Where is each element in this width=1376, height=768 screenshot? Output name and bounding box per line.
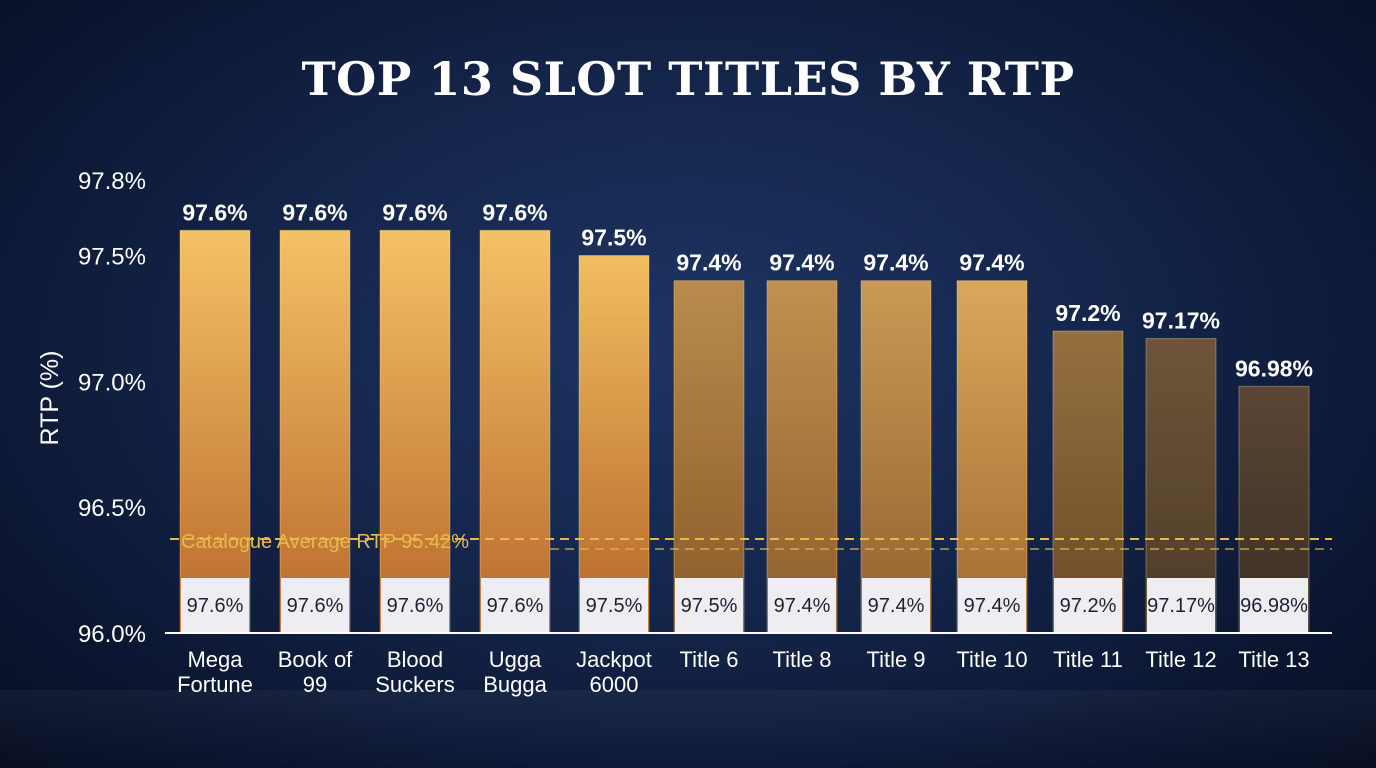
bar — [860, 280, 932, 634]
bar — [956, 280, 1028, 634]
x-category-label: Title 8 — [772, 647, 831, 672]
bar-base-label-box — [862, 578, 930, 632]
y-tick-label: 97.0% — [78, 369, 146, 396]
bar — [578, 255, 650, 634]
bar-base-label: 97.2% — [1060, 595, 1117, 617]
x-category-label: Title 12 — [1145, 647, 1216, 672]
bar — [379, 229, 451, 634]
y-tick-label: 97.8% — [78, 168, 146, 195]
bar-base-label: 97.6% — [287, 595, 344, 617]
x-category-label: Title 9 — [866, 647, 925, 672]
bar-base-label: 97.5% — [681, 595, 738, 617]
bar-base-label: 96.98% — [1240, 595, 1308, 617]
x-category-label: Bugga — [483, 672, 547, 697]
x-category-label: Title 10 — [956, 647, 1027, 672]
bar-value-label: 97.6% — [382, 199, 447, 225]
x-category-label: Suckers — [375, 672, 454, 697]
x-category-label: Title 11 — [1053, 647, 1123, 672]
x-category-label: Title 13 — [1238, 647, 1309, 672]
bar-base-label: 97.17% — [1147, 595, 1215, 617]
bar-base-label: 97.5% — [586, 595, 643, 617]
y-tick-label: 97.5% — [78, 244, 146, 271]
bar-base-label: 97.4% — [964, 595, 1021, 617]
bar-value-label: 97.4% — [769, 250, 834, 276]
bar-base-label-box — [181, 578, 249, 632]
bar-value-label: 96.98% — [1235, 355, 1313, 381]
bar-value-label: 97.6% — [482, 199, 547, 225]
bar-base-label: 97.6% — [387, 595, 444, 617]
x-category-label: Mega — [187, 647, 243, 672]
x-category-label: Ugga — [489, 647, 542, 672]
y-tick-label: 96.0% — [78, 621, 146, 648]
bar-value-label: 97.4% — [959, 250, 1024, 276]
bar-value-label: 97.17% — [1142, 308, 1220, 334]
bar-value-label: 97.6% — [282, 199, 347, 225]
x-category-label: Fortune — [177, 672, 253, 697]
y-tick-label: 96.5% — [78, 495, 146, 522]
bar-base-label-box — [675, 578, 743, 632]
bar — [766, 280, 838, 634]
chart-title: TOP 13 SLOT TITLES BY RTP — [301, 52, 1075, 106]
bar-base-label: 97.6% — [487, 595, 544, 617]
x-category-label: Title 6 — [679, 647, 738, 672]
bar-value-label: 97.4% — [676, 250, 741, 276]
x-category-label: Blood — [387, 647, 443, 672]
bar-base-label-box — [381, 578, 449, 632]
bar-base-label-box — [481, 578, 549, 632]
bar-base-label: 97.6% — [187, 595, 244, 617]
axis-layer: RTP (%) 97.8% 97.5% 97.0% 96.5% 96.0% — [36, 168, 1332, 648]
bar-base-label-box — [768, 578, 836, 632]
bar-base-label-box — [580, 578, 648, 632]
bar-value-label: 97.4% — [863, 250, 928, 276]
bar — [479, 229, 551, 634]
x-category-label: 6000 — [590, 672, 639, 697]
x-category-label: Book of — [278, 647, 353, 672]
x-category-label: 99 — [303, 672, 327, 697]
bar — [179, 229, 251, 634]
bar-base-label-box — [281, 578, 349, 632]
bar — [673, 280, 745, 634]
bars-layer — [179, 229, 1310, 634]
floor-reflection — [0, 690, 1376, 768]
bar — [279, 229, 351, 634]
bar-base-label-box — [958, 578, 1026, 632]
x-category-label: Jackpot — [576, 647, 652, 672]
bar-base-label: 97.4% — [774, 595, 831, 617]
reference-line-label: Catalogue Average RTP 95.42% — [181, 531, 469, 553]
reference-layer: Catalogue Average RTP 95.42% — [170, 531, 1332, 553]
bar-base-label-box — [1054, 578, 1122, 632]
bar-base-label: 97.4% — [868, 595, 925, 617]
bar-value-label: 97.5% — [581, 225, 646, 251]
bar-base-label-box — [1240, 578, 1308, 632]
y-axis-label: RTP (%) — [36, 351, 64, 446]
bar-value-label: 97.2% — [1055, 300, 1120, 326]
bar-base-label-box — [1147, 578, 1215, 632]
bar-value-label: 97.6% — [182, 199, 247, 225]
